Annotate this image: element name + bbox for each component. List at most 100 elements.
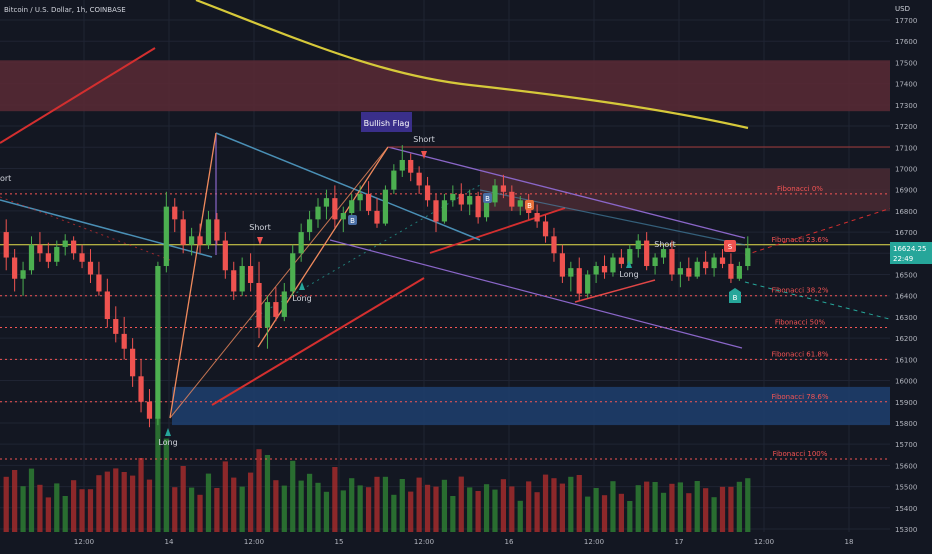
- volume-bar: [256, 449, 262, 532]
- bullish-flag-label: Bullish Flag: [364, 119, 410, 128]
- volume-bar: [408, 491, 414, 532]
- volume-bar: [736, 481, 742, 532]
- volume-bar: [71, 480, 77, 532]
- time-tick-label: 17: [675, 538, 684, 546]
- candle-body: [728, 263, 734, 279]
- volume-bar: [745, 478, 751, 532]
- candle-body: [736, 266, 742, 279]
- buy-badge-text: B: [733, 294, 738, 302]
- price-tick-label: 15600: [895, 462, 917, 470]
- candle-body: [576, 268, 582, 294]
- candle-body: [517, 200, 523, 207]
- candle-body: [365, 193, 372, 211]
- volume-bar: [37, 484, 43, 532]
- bullish-flag-box: [361, 112, 412, 132]
- price-tick-label: 16200: [895, 335, 917, 343]
- candle-body: [374, 210, 380, 224]
- long-label-bottom: Long: [158, 438, 177, 447]
- candle-body: [652, 257, 658, 267]
- candle-body: [172, 206, 178, 220]
- candle-body: [601, 266, 608, 273]
- candle-body: [45, 253, 51, 262]
- candle-body: [424, 185, 431, 201]
- price-axis[interactable]: 15300 15400 15500 15600 15700 15800 15900 16000…: [890, 0, 932, 550]
- red-trendline-bottom: [211, 277, 425, 406]
- candle-body: [559, 253, 566, 277]
- candle-body: [340, 212, 346, 220]
- volume-bar: [54, 483, 60, 532]
- volume-bar: [635, 485, 641, 532]
- candle-body: [467, 196, 473, 205]
- blue-channel-lower: [0, 199, 213, 258]
- candle-body: [745, 248, 751, 267]
- purple-flag-lower: [329, 239, 743, 349]
- volume-bar: [467, 487, 473, 532]
- volume-bar: [357, 485, 363, 532]
- candle-body: [568, 268, 574, 277]
- volume-bar: [669, 483, 675, 532]
- volume-bar: [315, 482, 321, 532]
- price-tick-label: 15900: [895, 399, 917, 407]
- volume-bar: [526, 481, 532, 532]
- candle-body: [20, 270, 26, 279]
- volume-bar: [306, 473, 313, 532]
- price-tick-label: 16400: [895, 293, 917, 301]
- price-tick-label: 17200: [895, 123, 917, 131]
- current-price-value: 16624.25: [893, 245, 926, 253]
- fib-label: Fibonacci 100%: [773, 450, 828, 458]
- volume-bar: [483, 484, 490, 532]
- candle-body: [475, 196, 481, 218]
- candle-body: [408, 159, 414, 173]
- volume-bar: [205, 473, 212, 532]
- volume-bar: [273, 480, 279, 532]
- candle-body: [298, 232, 304, 254]
- volume-bar: [585, 496, 591, 532]
- volume-bar: [121, 472, 127, 532]
- fib-label: Fibonacci 50%: [775, 319, 826, 327]
- time-tick-label: 12:00: [754, 538, 774, 546]
- fib-label: Fibonacci 61.8%: [771, 350, 828, 358]
- candle-body: [104, 291, 110, 320]
- short-label-right: Short: [654, 240, 675, 249]
- marker-b-left-text: B: [350, 217, 355, 225]
- candle-body: [247, 266, 254, 283]
- candle-body: [483, 202, 490, 218]
- volume-bar: [281, 485, 287, 532]
- currency-label: USD: [895, 5, 910, 13]
- candle-body: [231, 270, 237, 292]
- candle-body: [264, 302, 271, 328]
- volume-bar: [450, 496, 456, 532]
- time-tick-label: 14: [165, 538, 174, 546]
- volume-bar: [618, 493, 624, 532]
- price-tick-label: 17600: [895, 38, 917, 46]
- marker-b-top-text: B: [527, 202, 532, 210]
- candle-body: [130, 348, 136, 377]
- volume-bar: [79, 489, 85, 532]
- volume-bar: [172, 487, 178, 532]
- price-tick-label: 17300: [895, 102, 917, 110]
- volume-bar: [703, 488, 709, 532]
- time-axis-bg: [0, 532, 932, 550]
- candle-body: [188, 236, 195, 245]
- candle-body: [54, 246, 60, 262]
- volume-bar: [382, 476, 389, 532]
- volume-bar: [239, 486, 245, 532]
- volume-bar: [12, 470, 18, 532]
- time-axis[interactable]: 12:00 14 12:00 15 12:00 16 12:00 17 12:00 18: [0, 532, 932, 550]
- candle-body: [610, 257, 616, 273]
- volume-bar: [87, 489, 94, 532]
- candle-body: [593, 266, 599, 275]
- purple-flag-bottom: [257, 146, 389, 348]
- dotted-diagonal-left: [0, 196, 171, 261]
- volume-bar: [298, 480, 304, 532]
- volume-bar: [20, 486, 26, 532]
- time-tick-label: 12:00: [244, 538, 264, 546]
- volume-bar: [416, 477, 422, 532]
- price-tick-label: 15400: [895, 505, 917, 513]
- zone-supply: [480, 168, 890, 211]
- candle-body: [458, 193, 464, 205]
- volume-bar: [576, 475, 582, 532]
- candle-body: [694, 261, 700, 277]
